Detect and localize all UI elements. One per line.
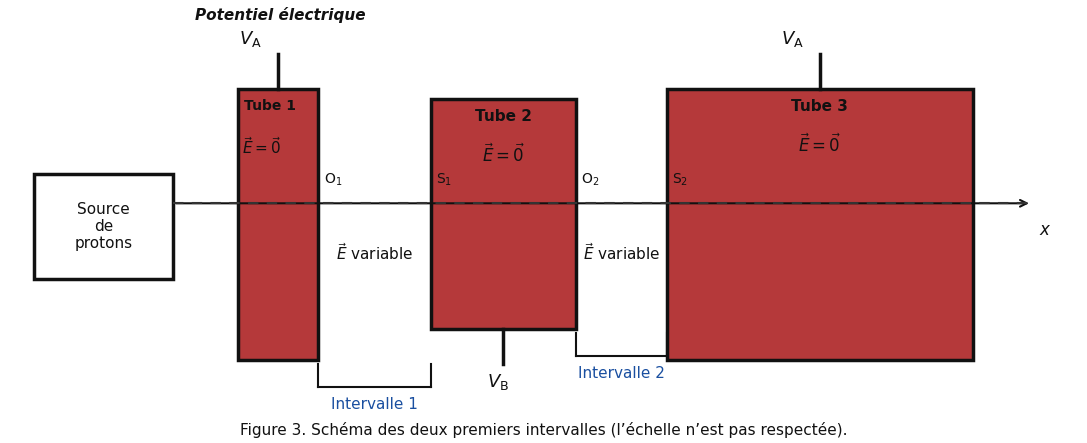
Bar (667, 89, 973, 360)
Text: $\vec{E}=\vec{0}$: $\vec{E}=\vec{0}$ (242, 136, 282, 156)
Text: $\mathit{V}_\mathsf{A}$: $\mathit{V}_\mathsf{A}$ (239, 28, 262, 49)
Text: Figure 3. Schéma des deux premiers intervalles (l’échelle n’est pas respectée).: Figure 3. Schéma des deux premiers inter… (240, 422, 847, 438)
Text: Tube 2: Tube 2 (475, 109, 532, 124)
Text: Source
de
protons: Source de protons (75, 202, 133, 252)
Text: $\vec{E}$ variable: $\vec{E}$ variable (336, 242, 413, 263)
Text: $\vec{E}$ variable: $\vec{E}$ variable (583, 242, 660, 263)
Text: x: x (1039, 222, 1050, 239)
Text: S$_1$: S$_1$ (436, 171, 452, 188)
Text: Tube 1: Tube 1 (245, 99, 296, 113)
Text: Intervalle 1: Intervalle 1 (332, 397, 417, 412)
Bar (238, 89, 318, 360)
Text: O$_2$: O$_2$ (582, 171, 599, 188)
Text: $\vec{E}=\vec{0}$: $\vec{E}=\vec{0}$ (798, 134, 841, 156)
Bar (430, 99, 576, 329)
Text: $\mathit{V}_\mathsf{A}$: $\mathit{V}_\mathsf{A}$ (780, 28, 803, 49)
Text: $\vec{E}=\vec{0}$: $\vec{E}=\vec{0}$ (482, 144, 525, 166)
Bar (34, 174, 173, 279)
Text: S$_2$: S$_2$ (672, 171, 688, 188)
Text: Potentiel électrique: Potentiel électrique (195, 8, 365, 23)
Text: $\mathit{V}_\mathsf{B}$: $\mathit{V}_\mathsf{B}$ (487, 372, 509, 392)
Text: Intervalle 2: Intervalle 2 (578, 366, 665, 381)
Text: Tube 3: Tube 3 (791, 99, 848, 114)
Text: O$_1$: O$_1$ (324, 171, 341, 188)
